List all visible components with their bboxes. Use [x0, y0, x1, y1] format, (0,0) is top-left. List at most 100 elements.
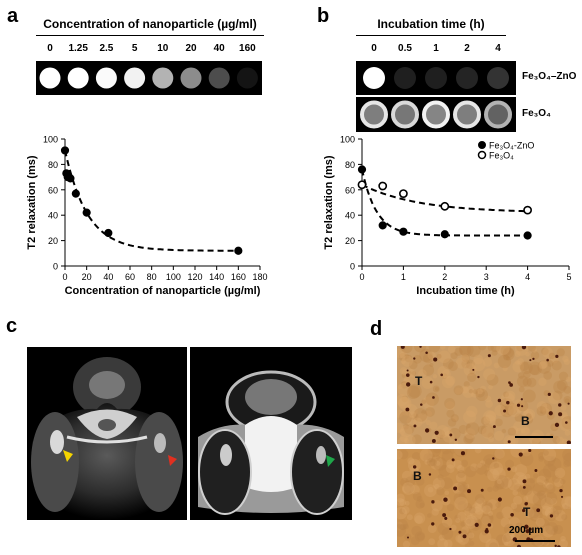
x-tick-label: 4 — [525, 272, 530, 282]
phantom-well — [422, 100, 450, 129]
panel-a-header: Concentration of nanoparticle (µg/ml) — [43, 17, 257, 31]
red-arrowhead-icon — [168, 455, 177, 466]
concentration-label: 5 — [131, 43, 138, 54]
data-point — [104, 228, 113, 238]
phantom-well — [236, 67, 258, 89]
yellow-arrowhead-icon — [63, 450, 73, 462]
data-point — [399, 227, 408, 236]
y-tick-label: 60 — [48, 185, 58, 195]
y-tick-label: 60 — [345, 185, 355, 195]
concentration-label: 2.5 — [99, 43, 114, 54]
y-tick-label: 80 — [345, 160, 355, 170]
concentration-label: 160 — [239, 43, 256, 54]
time-label: 0.5 — [398, 43, 412, 54]
x-axis-label: Concentration of nanoparticle (µg/ml) — [65, 285, 261, 297]
panel-label-c: c — [6, 315, 18, 337]
panel-label-a: a — [7, 5, 19, 27]
data-point — [378, 221, 387, 230]
y-tick-label: 0 — [53, 262, 58, 272]
scale-bar-top — [515, 436, 553, 438]
x-tick-label: 40 — [103, 272, 113, 282]
x-tick-label: 120 — [187, 272, 202, 282]
x-tick-label: 3 — [484, 272, 489, 282]
panel-b-strip-fe3o4-zno — [356, 61, 516, 95]
phantom-well — [67, 67, 89, 89]
histology-bottom-label-b: B — [413, 469, 422, 483]
panel-b-row-label-fe3o4-zno: Fe₃O₄–ZnO — [522, 71, 577, 82]
mri-image-right — [190, 347, 352, 520]
x-tick-label: 2 — [442, 272, 447, 282]
concentration-label: 20 — [185, 43, 197, 54]
panel-b-row-label-fe3o4: Fe₃O₄ — [522, 108, 551, 119]
x-tick-label: 0 — [62, 272, 67, 282]
scale-bar-label: 200 µm — [509, 525, 544, 536]
y-axis-label: T2 relaxation (ms) — [26, 155, 38, 249]
data-point — [66, 174, 75, 183]
phantom-well — [487, 67, 509, 89]
phantom-well — [456, 67, 478, 89]
chart-a: 0 20 40 60 80 100 0 20 40 60 80 100 120 140 160 180 Conc… — [26, 135, 268, 298]
data-point — [440, 201, 450, 211]
panel-b-header: Incubation time (h) — [377, 17, 485, 31]
phantom-well — [363, 67, 385, 89]
time-label: 0 — [371, 43, 377, 54]
x-tick-label: 140 — [209, 272, 224, 282]
concentration-label: 40 — [213, 43, 225, 54]
time-label: 1 — [433, 43, 439, 54]
x-tick-label: 5 — [566, 272, 571, 282]
data-point — [523, 205, 532, 215]
y-tick-label: 40 — [48, 211, 58, 221]
phantom-well — [124, 67, 146, 89]
green-arrowhead-icon — [326, 455, 335, 467]
x-tick-label: 160 — [231, 272, 246, 282]
phantom-well — [484, 100, 512, 129]
y-tick-label: 100 — [43, 135, 58, 145]
x-tick-label: 80 — [147, 272, 157, 282]
data-point — [234, 246, 243, 255]
y-axis-label: T2 relaxation (ms) — [323, 155, 335, 249]
time-label: 2 — [464, 43, 470, 54]
histology-top-label-b: B — [521, 414, 530, 428]
data-point — [399, 189, 408, 199]
data-point — [440, 230, 449, 239]
panel-b-header-rule — [356, 35, 506, 36]
phantom-well — [360, 100, 388, 129]
legend-label: Fe₃O₄-ZnO — [489, 141, 534, 151]
x-tick-label: 20 — [82, 272, 92, 282]
y-tick-label: 40 — [345, 211, 355, 221]
x-tick-label: 180 — [252, 272, 267, 282]
mri-image-left — [27, 347, 187, 520]
x-tick-label: 100 — [166, 272, 181, 282]
concentration-label: 10 — [157, 43, 169, 54]
phantom-well — [391, 100, 419, 129]
data-point — [60, 146, 70, 155]
histology-bottom-label-t: T — [523, 505, 531, 519]
panel-label-b: b — [317, 5, 330, 27]
legend-label: Fe₃O₄ — [489, 151, 514, 161]
data-point — [82, 208, 91, 217]
y-tick-label: 100 — [340, 135, 355, 145]
chart-axes — [64, 139, 260, 267]
y-tick-label: 20 — [345, 236, 355, 246]
phantom-well — [425, 67, 447, 89]
x-tick-label: 1 — [401, 272, 406, 282]
histology-top-label-t: T — [415, 374, 423, 388]
y-tick-label: 0 — [350, 262, 355, 272]
chart-axes — [361, 139, 569, 267]
panel-b-strip-fe3o4 — [356, 97, 516, 132]
data-point — [357, 165, 367, 174]
histology-image-top: T B — [397, 346, 571, 444]
chart-b: 0 20 40 60 80 100 0 1 2 3 4 5 Incubation time (h) T2 … — [323, 135, 572, 298]
y-tick-label: 20 — [48, 236, 58, 246]
fit-curve — [361, 183, 528, 213]
panel-a-header-rule — [36, 35, 264, 36]
fit-curve — [64, 150, 239, 252]
x-tick-label: 60 — [125, 272, 135, 282]
concentration-label: 1.25 — [68, 43, 88, 54]
legend-marker — [477, 150, 487, 160]
panel-a-phantom-strip — [36, 61, 262, 95]
phantom-well — [453, 100, 481, 129]
scale-bar-bottom — [515, 540, 555, 542]
panel-label-d: d — [370, 318, 383, 340]
concentration-label: 0 — [47, 43, 53, 54]
